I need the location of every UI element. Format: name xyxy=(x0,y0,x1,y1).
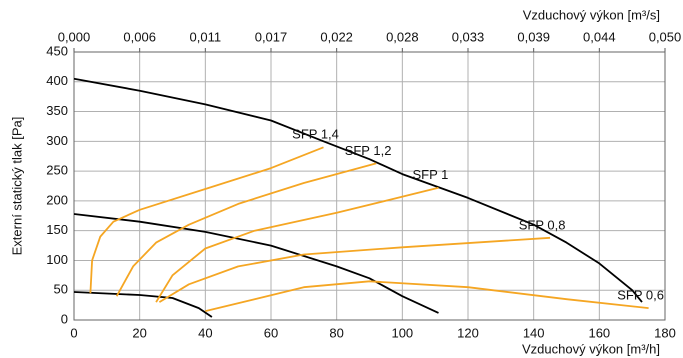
x2-tick-label: 0,050 xyxy=(649,29,682,44)
line xyxy=(205,280,649,312)
y-tick-label: 350 xyxy=(46,103,68,118)
x2-tick-label: 0,044 xyxy=(583,29,616,44)
x-tick-label: 120 xyxy=(457,325,479,340)
y-axis-label: Externí statický tlak [Pa] xyxy=(9,117,24,256)
x2-tick-label: 0,022 xyxy=(320,29,353,44)
x2-tick-label: 0,017 xyxy=(255,29,288,44)
y-tick-label: 50 xyxy=(54,282,68,297)
x-tick-label: 180 xyxy=(654,325,676,340)
line xyxy=(89,146,324,294)
y-tick-label: 300 xyxy=(46,133,68,148)
x-tick-label: 0 xyxy=(70,325,77,340)
line xyxy=(158,236,551,303)
line xyxy=(155,186,439,303)
x-tick-label: 40 xyxy=(198,325,212,340)
x2-axis-label: Vzduchový výkon [m³/s] xyxy=(523,7,660,22)
x2-tick-label: 0,000 xyxy=(58,29,91,44)
x-tick-label: 160 xyxy=(588,325,610,340)
x-tick-label: 60 xyxy=(264,325,278,340)
plot-frame xyxy=(73,51,666,321)
x2-tick-label: 0,006 xyxy=(123,29,156,44)
x2-tick-label: 0,011 xyxy=(190,29,222,44)
x-tick-label: 100 xyxy=(391,325,413,340)
line xyxy=(115,162,377,297)
series-label: SFP 1,4 xyxy=(292,127,339,142)
x-tick-label: 140 xyxy=(523,325,545,340)
series-label: SFP 0,8 xyxy=(519,217,566,232)
line xyxy=(73,291,213,318)
series-label: SFP 1 xyxy=(413,167,449,182)
x-axis-label: Vzduchový výkon [m³/h] xyxy=(522,341,660,356)
x-tick-label: 80 xyxy=(329,325,343,340)
y-tick-label: 200 xyxy=(46,192,68,207)
series-label: SFP 0,6 xyxy=(617,288,664,303)
y-tick-label: 400 xyxy=(46,73,68,88)
x2-tick-label: 0,033 xyxy=(452,29,485,44)
y-tick-label: 250 xyxy=(46,163,68,178)
y-tick-label: 100 xyxy=(46,252,68,267)
line xyxy=(73,77,643,303)
x-tick-label: 20 xyxy=(132,325,146,340)
y-tick-label: 0 xyxy=(61,311,68,326)
y-tick-label: 450 xyxy=(46,43,68,58)
series-label: SFP 1,2 xyxy=(345,143,392,158)
line xyxy=(73,213,439,314)
y-tick-label: 150 xyxy=(46,222,68,237)
x2-tick-label: 0,039 xyxy=(517,29,550,44)
x2-tick-label: 0,028 xyxy=(386,29,419,44)
